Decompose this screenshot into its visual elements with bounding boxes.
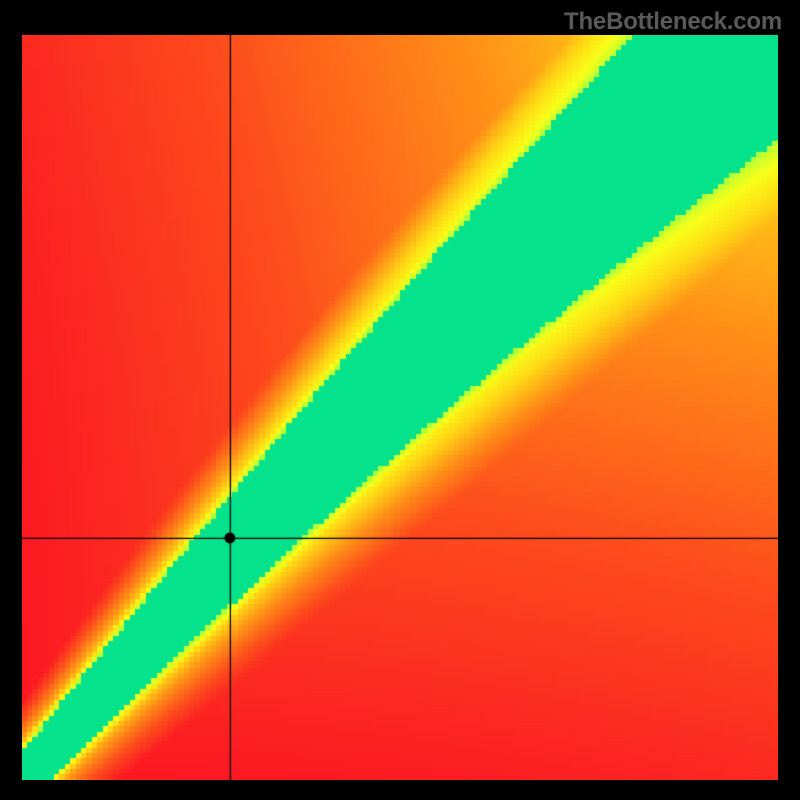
watermark-text: TheBottleneck.com <box>564 8 782 36</box>
bottleneck-heatmap <box>22 35 778 780</box>
